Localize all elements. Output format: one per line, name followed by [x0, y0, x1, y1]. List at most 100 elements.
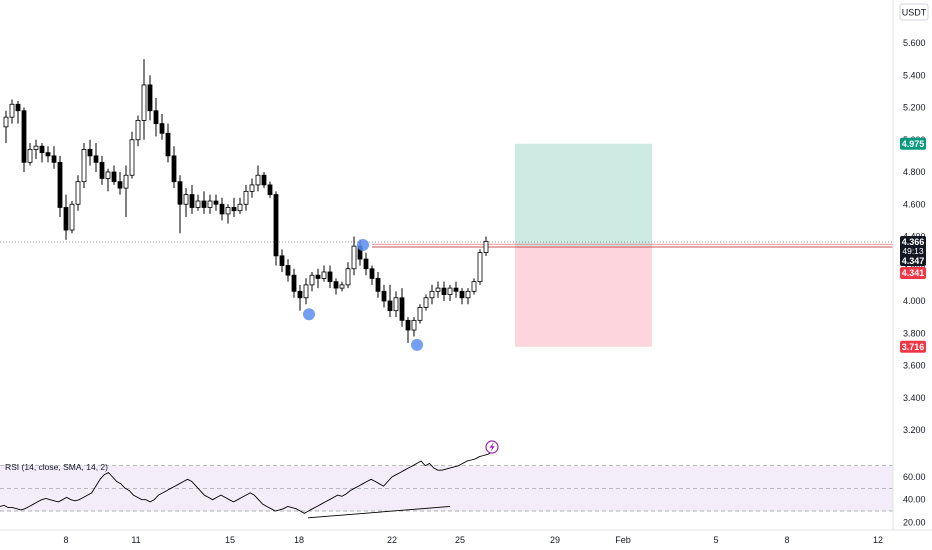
candle-body-up	[411, 319, 417, 331]
divergence-trendline	[307, 506, 451, 519]
currency-label: USDT	[902, 8, 927, 18]
candle-body-down	[45, 152, 51, 157]
candle-body-up	[309, 274, 315, 286]
currency-box[interactable]	[899, 3, 929, 21]
candle-body-down	[459, 290, 465, 299]
candle	[231, 197, 237, 218]
candle-body-up	[435, 287, 441, 292]
candle-body-down	[267, 184, 273, 195]
candle	[213, 194, 219, 211]
candle-body-up	[183, 194, 189, 205]
candle-body-down	[369, 268, 375, 279]
candle-body-down	[381, 290, 387, 302]
candle	[477, 249, 483, 285]
candle	[315, 268, 321, 289]
candle-body-up	[465, 290, 471, 299]
candle-body-up	[141, 84, 147, 121]
time-tick-label: 18	[294, 535, 304, 545]
price-tick-label: 4.800	[903, 167, 926, 177]
candle	[105, 168, 111, 192]
candle	[33, 139, 39, 160]
candle-body-up	[255, 174, 261, 186]
candle	[75, 175, 81, 211]
candles	[3, 59, 489, 343]
swing-markers	[303, 238, 423, 351]
candle	[447, 284, 453, 301]
candle-body-up	[483, 240, 489, 254]
candle-body-up	[321, 271, 327, 279]
lightning-icon[interactable]	[485, 440, 499, 454]
candle	[9, 99, 15, 124]
candle-body-down	[159, 123, 165, 134]
candle-body-up	[225, 207, 231, 215]
candle-body-down	[189, 194, 195, 208]
stop-price-badge-bg	[900, 340, 926, 353]
candle	[207, 194, 213, 214]
candle-body-down	[87, 149, 93, 157]
candle	[273, 191, 279, 266]
swing-marker	[411, 338, 423, 351]
candle-body-down	[441, 287, 447, 295]
target-price-badge-bg	[900, 137, 926, 150]
long-position-tool[interactable]	[515, 143, 652, 347]
candle	[141, 59, 147, 140]
candle	[351, 236, 357, 276]
target-price-badge: 4.975	[900, 137, 926, 150]
candle	[69, 201, 75, 234]
rsi-title: RSI (14, close, SMA, 14, 2)	[5, 462, 108, 472]
candle-body-down	[261, 174, 267, 186]
candle-body-up	[339, 284, 345, 289]
candle-body-up	[69, 203, 75, 231]
candle	[129, 131, 135, 179]
swing-marker	[303, 308, 315, 321]
candle-body-down	[387, 300, 393, 312]
time-tick-label: 5	[713, 535, 718, 545]
candle	[195, 194, 201, 211]
candle-body-up	[447, 287, 453, 295]
candle	[99, 155, 105, 185]
candle	[87, 139, 93, 166]
candle	[297, 284, 303, 311]
candle-body-up	[249, 184, 255, 192]
price-tick-label: 3.400	[903, 393, 926, 403]
candle	[135, 115, 141, 147]
entry-price-badge-text: 4.341	[902, 268, 925, 278]
candle	[255, 165, 261, 192]
candle	[393, 291, 399, 318]
candle	[177, 175, 183, 234]
candle	[465, 288, 471, 305]
candle-body-down	[363, 258, 369, 270]
countdown-text: 49:13	[902, 246, 924, 256]
time-tick-label: 11	[131, 535, 140, 545]
entry-upper-text: 4.347	[902, 256, 925, 266]
candle-body-up	[303, 284, 309, 299]
candle-body-up	[9, 103, 15, 118]
candle	[303, 278, 309, 305]
candle-body-up	[237, 203, 243, 212]
candle-body-down	[93, 155, 99, 163]
candle	[15, 101, 21, 124]
candle	[399, 288, 405, 327]
candle-body-up	[105, 171, 111, 179]
candle-body-up	[27, 149, 33, 163]
candle	[279, 249, 285, 272]
candle	[93, 142, 99, 172]
candle-body-up	[417, 307, 423, 321]
candle	[261, 172, 267, 189]
candle	[39, 142, 45, 163]
candle	[429, 284, 435, 305]
time-tick-label: 15	[225, 535, 235, 545]
profit-zone	[515, 143, 652, 247]
time-tick-label: Feb	[615, 535, 631, 545]
candle	[189, 184, 195, 214]
candle	[117, 172, 123, 195]
candle	[309, 271, 315, 292]
rsi-tick-label: 60.00	[903, 472, 926, 482]
candle	[405, 317, 411, 343]
candle	[111, 165, 117, 185]
candle-body-down	[219, 203, 225, 215]
candle-body-up	[129, 139, 135, 176]
candle-body-down	[231, 207, 237, 212]
time-axis[interactable]: 8 11 15 18 22 25 29 Feb 5 8 12	[0, 529, 932, 545]
